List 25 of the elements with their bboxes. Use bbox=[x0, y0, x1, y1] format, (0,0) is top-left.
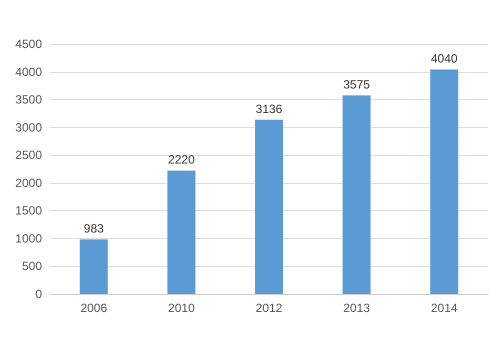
y-tick-label: 2000 bbox=[15, 176, 42, 190]
y-tick-label: 4500 bbox=[15, 37, 42, 51]
y-tick-label: 0 bbox=[35, 287, 42, 301]
y-tick-label: 1000 bbox=[15, 231, 42, 246]
data-label: 3575 bbox=[343, 77, 370, 92]
x-tick-label: 2006 bbox=[80, 301, 108, 315]
y-tick-label: 2500 bbox=[15, 148, 42, 162]
bar bbox=[255, 120, 283, 294]
data-label: 3136 bbox=[256, 102, 283, 116]
x-tick-label: 2014 bbox=[430, 301, 458, 315]
bar bbox=[342, 95, 371, 294]
y-tick-label: 500 bbox=[22, 259, 42, 274]
data-label: 4040 bbox=[430, 52, 458, 66]
y-tick-label: 4000 bbox=[15, 64, 42, 79]
data-label: 2220 bbox=[168, 152, 196, 167]
bar bbox=[430, 70, 458, 294]
x-tick-label: 2010 bbox=[168, 301, 196, 315]
y-tick-label: 3500 bbox=[15, 92, 42, 107]
bar bbox=[167, 170, 196, 294]
y-tick-label: 1500 bbox=[15, 204, 42, 218]
x-tick-label: 2012 bbox=[256, 301, 283, 315]
data-label: 983 bbox=[84, 221, 104, 236]
y-tick-label: 3000 bbox=[15, 120, 42, 134]
bar bbox=[80, 239, 108, 294]
x-tick-label: 2013 bbox=[343, 301, 370, 315]
